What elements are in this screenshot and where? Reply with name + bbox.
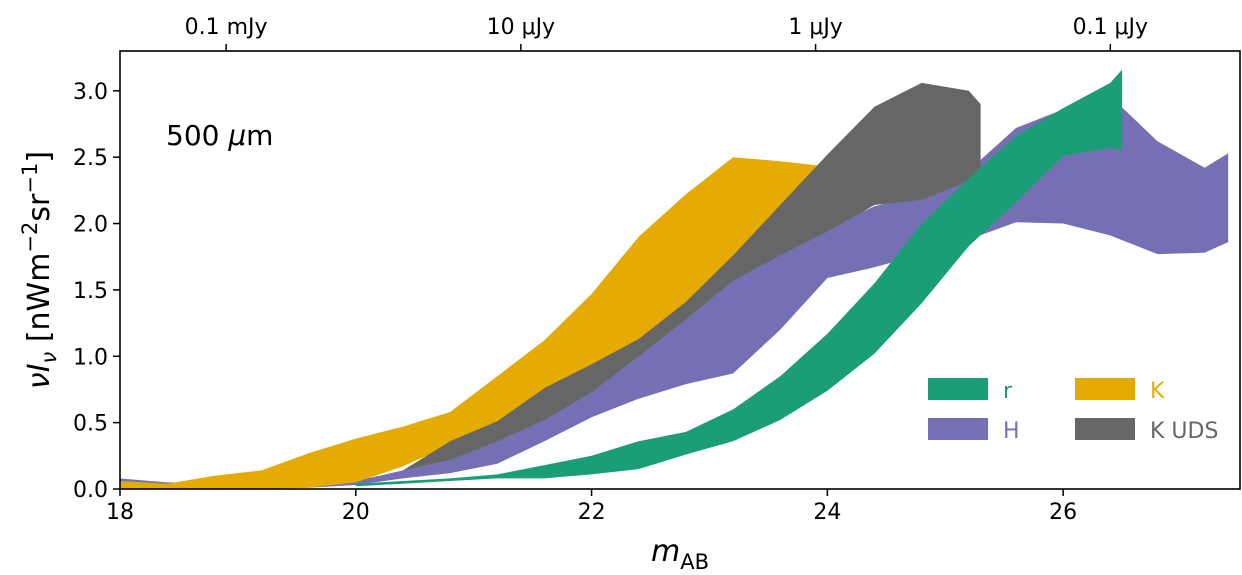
legend-swatch-k-uds — [1075, 418, 1135, 440]
x-tick-label: 20 — [342, 500, 370, 525]
x-tick-label: 18 — [106, 500, 134, 525]
legend-swatch-h — [928, 418, 988, 440]
y-tick-label: 2.0 — [73, 213, 108, 238]
x-tick-label: 22 — [578, 500, 606, 525]
y-label-part: ν — [22, 372, 57, 389]
band-k — [120, 157, 828, 489]
top-tick-label: 0.1 mJy — [185, 15, 268, 40]
plot-frame — [119, 50, 1241, 490]
legend-label-k: K — [1150, 379, 1165, 404]
legend: r K H K UDS — [928, 378, 1218, 444]
legend-label-k-uds: K UDS — [1150, 419, 1218, 444]
y-axis: 0.0 0.5 1.0 1.5 2.0 2.5 3.0 — [73, 80, 120, 503]
y-tick-label: 3.0 — [73, 80, 108, 105]
y-label-part: I — [22, 363, 57, 372]
y-label-part: −2 — [18, 222, 42, 253]
annotation-part: μ — [227, 119, 246, 152]
top-axis: 0.1 mJy 10 μJy 1 μJy 0.1 μJy — [185, 15, 1148, 51]
band-layer — [120, 69, 1229, 489]
y-label-part: ] — [22, 151, 57, 163]
band-h — [120, 96, 1229, 489]
x-tick-label: 26 — [1049, 500, 1077, 525]
y-axis-label: νIν [nWm−2sr−1] — [18, 151, 61, 389]
y-tick-label: 0.5 — [73, 412, 108, 437]
legend-label-h: H — [1003, 419, 1020, 444]
band-annotation: 500 μm — [166, 119, 273, 152]
top-tick-label: 1 μJy — [788, 15, 843, 40]
y-tick-label: 1.0 — [73, 345, 108, 370]
legend-swatch-r — [928, 378, 988, 400]
y-tick-label: 0.0 — [73, 478, 108, 503]
y-tick-label: 2.5 — [73, 146, 108, 171]
x-label-subscript: AB — [680, 550, 709, 574]
top-tick-label: 0.1 μJy — [1073, 15, 1149, 40]
y-label-part: [nWm — [22, 253, 57, 352]
y-label-part: −1 — [18, 163, 42, 194]
y-label-part: ν — [37, 351, 61, 363]
annotation-part: 500 — [166, 119, 228, 152]
x-tick-label: 24 — [813, 500, 841, 525]
y-label-part: sr — [22, 193, 57, 222]
x-axis-label: mAB — [651, 534, 709, 574]
y-tick-label: 1.5 — [73, 279, 108, 304]
x-axis: 18 20 22 24 26 — [106, 489, 1077, 525]
annotation-part: m — [246, 119, 273, 152]
top-tick-label: 10 μJy — [487, 15, 556, 40]
x-label-main: m — [651, 534, 680, 569]
band-k-uds — [402, 82, 981, 471]
legend-label-r: r — [1003, 379, 1013, 404]
legend-swatch-k — [1075, 378, 1135, 400]
